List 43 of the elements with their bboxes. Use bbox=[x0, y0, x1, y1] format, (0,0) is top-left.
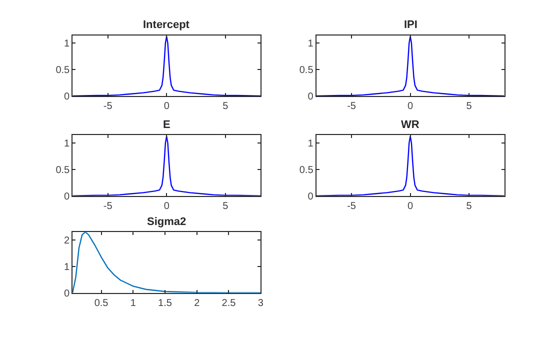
x-tick-label: -5 bbox=[347, 200, 356, 212]
x-tick-label: 3 bbox=[258, 298, 264, 309]
chart-title: IPI bbox=[404, 19, 418, 31]
x-tick-label: 0.5 bbox=[94, 298, 109, 309]
y-tick-label: 0 bbox=[64, 191, 70, 202]
y-tick-label: 1 bbox=[64, 138, 70, 150]
x-tick-label: 0 bbox=[164, 200, 170, 212]
chart-title: E bbox=[163, 119, 170, 131]
chart-title: Intercept bbox=[143, 19, 190, 31]
line-series bbox=[72, 232, 261, 293]
x-tick-label: 2.5 bbox=[222, 298, 236, 309]
x-tick-label: 5 bbox=[466, 200, 472, 212]
y-tick-label: 0.5 bbox=[299, 65, 314, 76]
y-tick-label: 1 bbox=[64, 262, 70, 273]
x-tick-label: -5 bbox=[103, 200, 113, 212]
y-tick-label: 0.5 bbox=[56, 65, 70, 76]
line-series bbox=[72, 36, 261, 96]
y-tick-label: 1 bbox=[64, 38, 70, 50]
x-tick-label: 0 bbox=[408, 100, 414, 112]
x-tick-label: 0 bbox=[164, 100, 170, 112]
x-tick-label: 2 bbox=[194, 298, 200, 309]
x-tick-label: 1 bbox=[130, 298, 136, 309]
x-tick-label: -5 bbox=[103, 100, 113, 112]
x-tick-label: 1.5 bbox=[158, 298, 172, 309]
line-series bbox=[316, 136, 504, 196]
y-tick-label: 0 bbox=[308, 191, 314, 202]
y-tick-label: 1 bbox=[308, 38, 314, 50]
chart-title: Sigma2 bbox=[147, 216, 186, 228]
y-tick-label: 1 bbox=[308, 138, 314, 150]
x-tick-label: 5 bbox=[222, 200, 229, 212]
x-tick-label: 0 bbox=[408, 200, 414, 212]
line-series bbox=[316, 36, 504, 96]
y-tick-label: 0.5 bbox=[56, 164, 70, 176]
y-tick-label: 0.5 bbox=[299, 164, 314, 176]
y-tick-label: 0 bbox=[64, 91, 70, 102]
line-series bbox=[72, 136, 261, 196]
x-tick-label: 5 bbox=[466, 100, 472, 112]
x-tick-label: -5 bbox=[347, 100, 356, 112]
y-tick-label: 0 bbox=[64, 288, 70, 300]
y-tick-label: 0 bbox=[308, 91, 314, 102]
chart-title: WR bbox=[401, 119, 420, 131]
y-tick-label: 2 bbox=[64, 235, 70, 246]
x-tick-label: 5 bbox=[222, 100, 229, 112]
